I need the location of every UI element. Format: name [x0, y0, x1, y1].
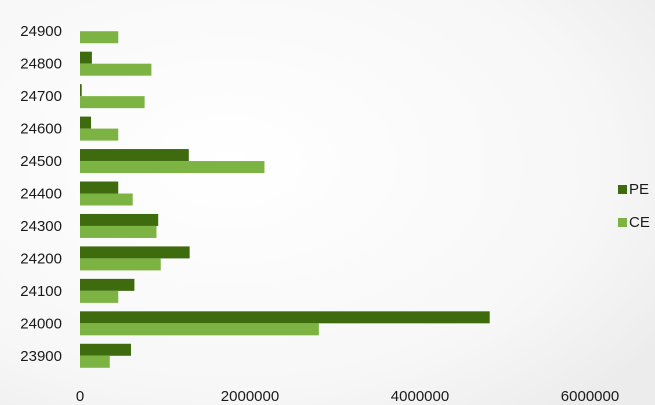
- bar-ce-24800: [80, 63, 152, 76]
- legend-swatch-pe: [618, 185, 627, 194]
- bar-ce-24000: [80, 323, 319, 336]
- bar-ce-24500: [80, 161, 265, 174]
- legend-label-ce: CE: [629, 214, 650, 231]
- bar-pe-24300: [80, 213, 159, 226]
- legend-swatch-ce: [618, 218, 627, 227]
- bar-pe-24700: [80, 84, 82, 97]
- bar-ce-24100: [80, 290, 119, 303]
- bar-ce-24700: [80, 96, 145, 109]
- category-labels: 23900 24000 24100 24200 24300 24400 24500 24600…: [20, 23, 62, 365]
- bar-pe-24800: [80, 51, 92, 64]
- x-tick-label: 4000000: [391, 388, 449, 405]
- legend: PE CE: [618, 181, 650, 231]
- category-label: 24200: [20, 250, 62, 267]
- bar-pe-24400: [80, 181, 119, 194]
- bar-pe-24000: [80, 311, 490, 324]
- bar-pe-24200: [80, 246, 190, 259]
- category-label: 24600: [20, 121, 62, 138]
- bar-ce-23900: [80, 355, 110, 368]
- x-tick-label: 6000000: [561, 388, 619, 405]
- category-label: 24800: [20, 56, 62, 73]
- bar-ce-24400: [80, 193, 133, 206]
- bars-layer: [80, 31, 490, 368]
- category-label: 24500: [20, 153, 62, 170]
- x-tick-label: 2000000: [221, 388, 279, 405]
- category-label: 24000: [20, 315, 62, 332]
- category-label: 24100: [20, 283, 62, 300]
- category-label: 24700: [20, 88, 62, 105]
- bar-pe-24600: [80, 116, 92, 129]
- bar-ce-24200: [80, 258, 161, 271]
- category-label: 23900: [20, 348, 62, 365]
- bar-ce-24900: [80, 31, 119, 44]
- bar-pe-23900: [80, 343, 131, 356]
- category-label: 24400: [20, 186, 62, 203]
- bar-ce-24600: [80, 128, 119, 141]
- x-tick-label: 0: [76, 388, 84, 405]
- category-label: 24300: [20, 218, 62, 235]
- bar-pe-24100: [80, 278, 135, 291]
- legend-label-pe: PE: [629, 181, 649, 198]
- x-tick-labels: 0 2000000 4000000 6000000: [76, 388, 619, 405]
- category-label: 24900: [20, 23, 62, 40]
- bar-pe-24500: [80, 149, 189, 162]
- bar-ce-24300: [80, 225, 157, 238]
